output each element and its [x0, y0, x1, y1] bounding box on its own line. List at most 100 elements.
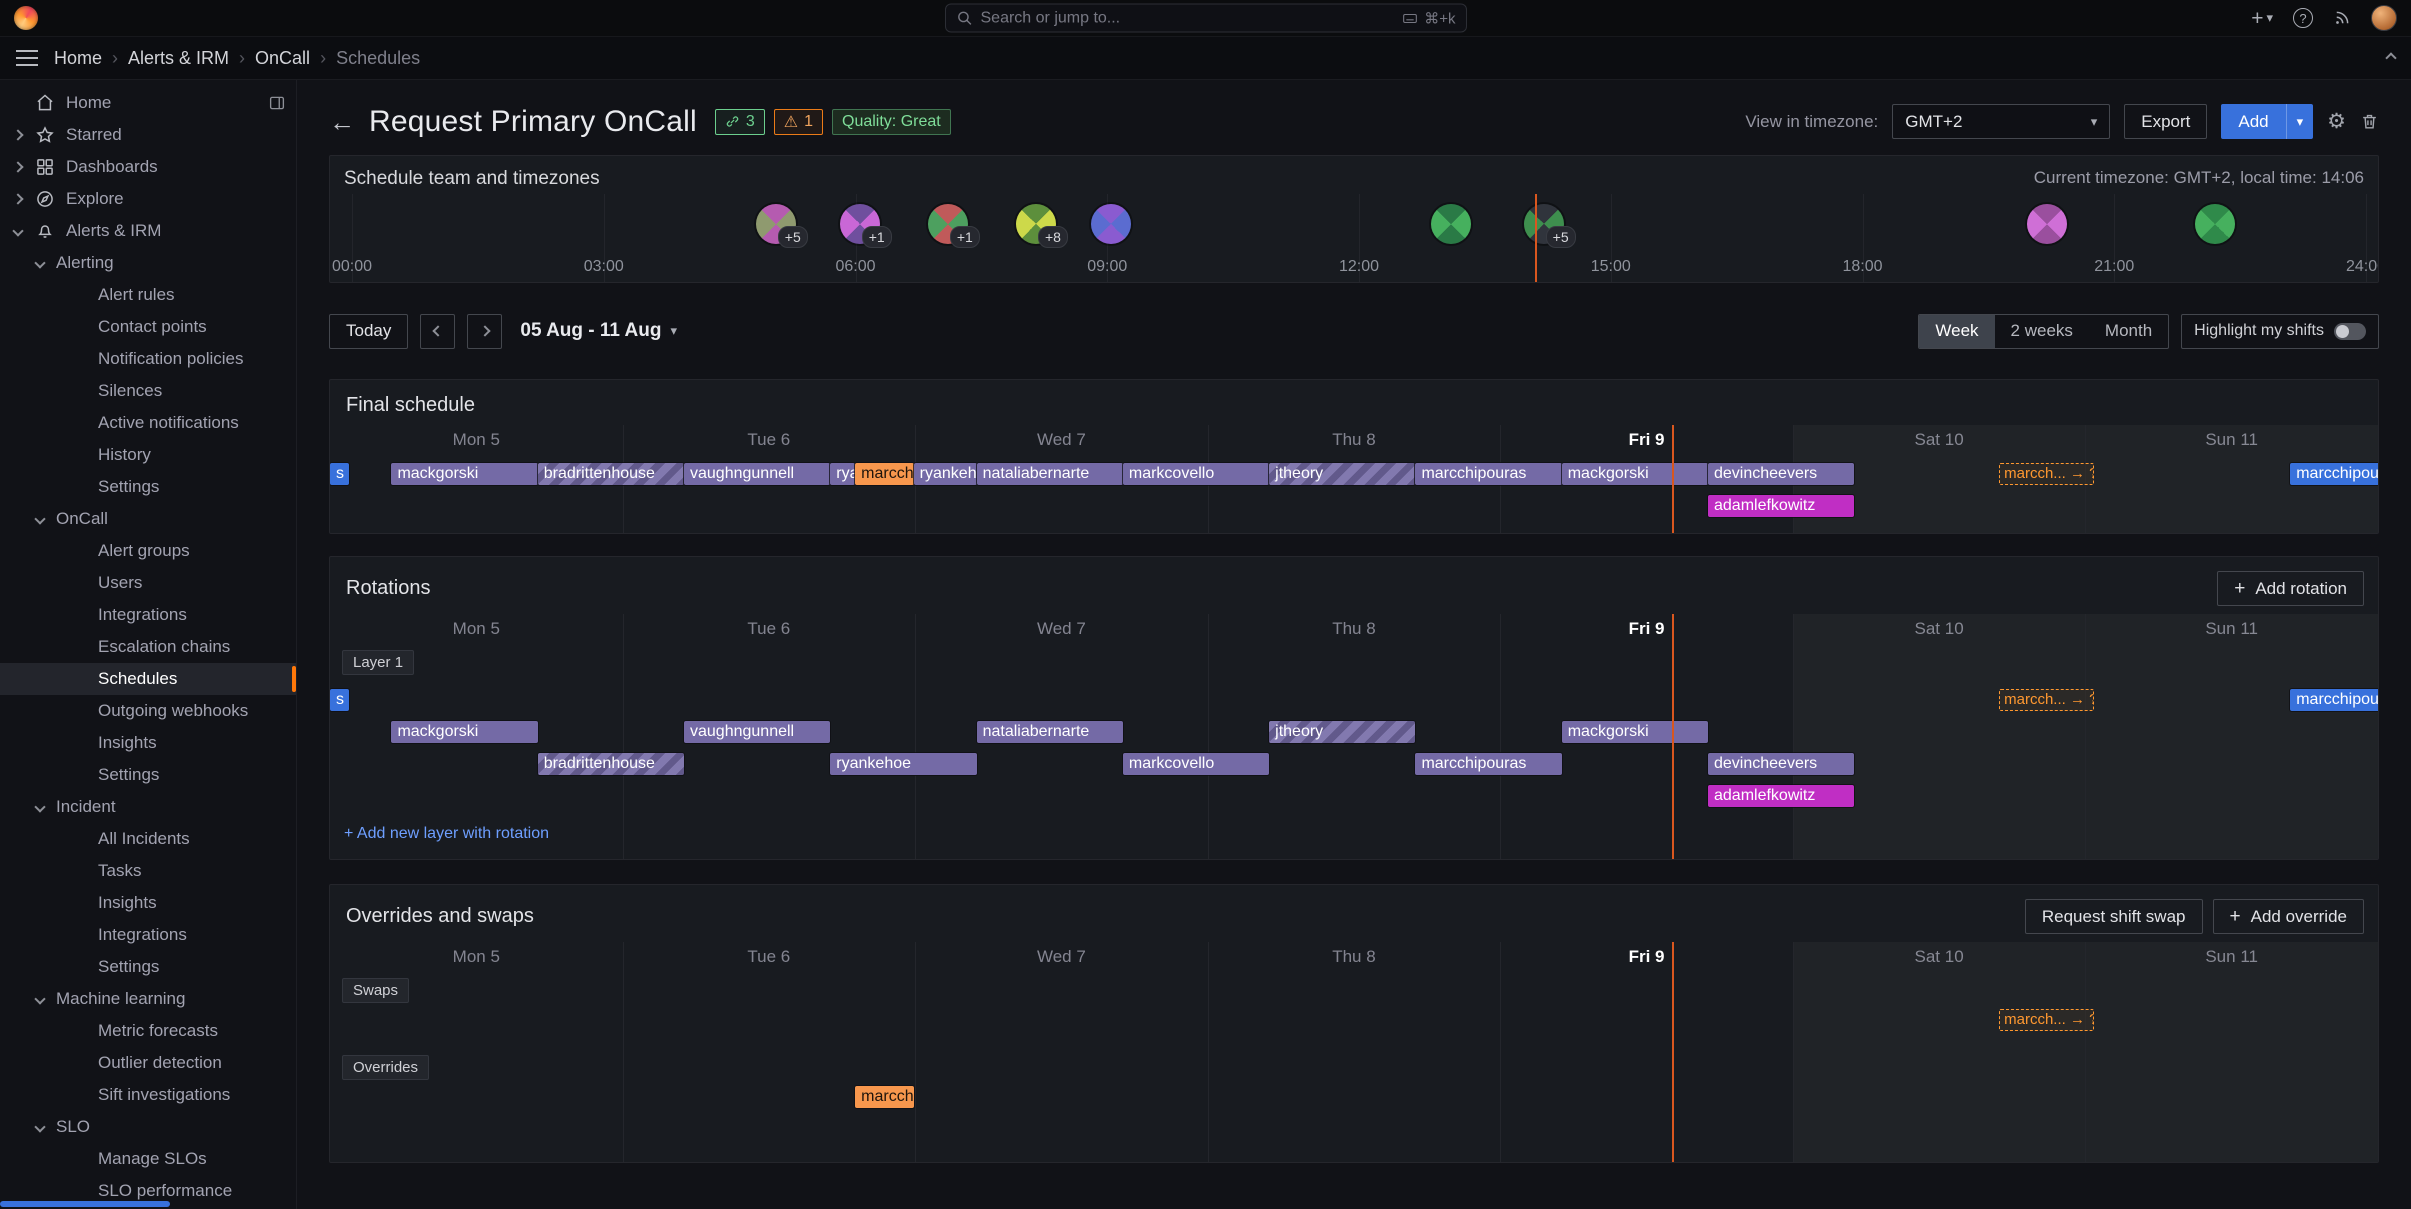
breadcrumb-item-oncall[interactable]: OnCall: [255, 47, 311, 68]
sidebar-item-home[interactable]: Home: [0, 87, 296, 119]
shift-bar-marcchipouras[interactable]: marcchipouras: [855, 463, 914, 485]
chevron-down-icon[interactable]: [34, 257, 46, 269]
sidebar-item-settings[interactable]: Settings: [0, 759, 296, 791]
shift-bar-markcovello[interactable]: markcovello: [1122, 753, 1270, 775]
sidebar-item-settings[interactable]: Settings: [0, 471, 296, 503]
sidebar-item-slo[interactable]: SLO: [0, 1111, 296, 1143]
sidebar-item-metric-forecasts[interactable]: Metric forecasts: [0, 1015, 296, 1047]
today-button[interactable]: Today: [329, 313, 409, 349]
breadcrumb-item-alerts-irm[interactable]: Alerts & IRM: [128, 47, 230, 68]
linked-escalations-badge[interactable]: 3: [714, 108, 765, 135]
sidebar-item-slo-performance[interactable]: SLO performance: [0, 1175, 296, 1207]
sidebar-item-machine-learning[interactable]: Machine learning: [0, 983, 296, 1015]
sidebar-item-starred[interactable]: Starred: [0, 119, 296, 151]
shift-swap-request[interactable]: marcch... → ?: [1999, 463, 2095, 485]
shift-bar-marcchipouras[interactable]: marcchipouras: [2290, 463, 2378, 485]
user-avatar[interactable]: +8: [1015, 204, 1068, 248]
add-rotation-button[interactable]: + Add rotation: [2217, 571, 2364, 606]
shift-bar-marcchipouras[interactable]: marcchipouras: [1415, 753, 1562, 775]
warnings-badge[interactable]: ⚠ 1: [773, 108, 823, 135]
sidebar-item-alert-rules[interactable]: Alert rules: [0, 279, 296, 311]
previous-week-button[interactable]: [420, 313, 456, 349]
sidebar-item-schedules[interactable]: Schedules: [0, 663, 296, 695]
sidebar-item-notification-policies[interactable]: Notification policies: [0, 343, 296, 375]
shift-bar-devincheevers[interactable]: devincheevers: [1708, 753, 1855, 775]
shift-swap-request[interactable]: marcch... → ?: [1999, 1009, 2095, 1031]
export-button[interactable]: Export: [2124, 104, 2208, 139]
view-option-month[interactable]: Month: [2104, 321, 2153, 340]
user-avatar[interactable]: +5: [1523, 204, 1576, 248]
sidebar-item-alert-groups[interactable]: Alert groups: [0, 535, 296, 567]
sidebar-item-tasks[interactable]: Tasks: [0, 855, 296, 887]
sidebar-item-integrations[interactable]: Integrations: [0, 919, 296, 951]
chevron-down-icon[interactable]: [34, 801, 46, 813]
shift-bar-mackgorski[interactable]: mackgorski: [391, 463, 538, 485]
sidebar-item-all-incidents[interactable]: All Incidents: [0, 823, 296, 855]
grafana-logo[interactable]: [14, 6, 38, 30]
sidebar-item-silences[interactable]: Silences: [0, 375, 296, 407]
profile-avatar[interactable]: [2371, 5, 2397, 31]
sidebar-item-contact-points[interactable]: Contact points: [0, 311, 296, 343]
chevron-down-icon[interactable]: [34, 513, 46, 525]
quality-badge[interactable]: Quality: Great: [832, 108, 951, 135]
breadcrumb-item-home[interactable]: Home: [54, 47, 103, 68]
shift-bar-jtheory[interactable]: jtheory: [1269, 721, 1416, 743]
shift-bar-marcchipouras[interactable]: marcchipouras: [855, 1086, 914, 1108]
shift-bar-ryankehoe[interactable]: ryankehoe: [830, 463, 856, 485]
menu-toggle-icon[interactable]: [16, 50, 38, 66]
shift-bar-ryankehoe[interactable]: ryankehoe: [913, 463, 977, 485]
dock-panel-icon[interactable]: [268, 94, 286, 112]
help-icon[interactable]: ?: [2293, 8, 2313, 28]
date-range-dropdown[interactable]: 05 Aug - 11 Aug ▾: [520, 320, 678, 341]
breadcrumb-item-schedules[interactable]: Schedules: [336, 47, 421, 68]
shift-bar-marcchipouras[interactable]: marcchipouras: [2290, 689, 2378, 711]
add-button[interactable]: Add ▾: [2221, 104, 2314, 139]
sidebar-item-manage-slos[interactable]: Manage SLOs: [0, 1143, 296, 1175]
sidebar-item-dashboards[interactable]: Dashboards: [0, 151, 296, 183]
sidebar-scrollbar[interactable]: [0, 1201, 170, 1207]
shift-bar-ryankehoe[interactable]: ryankehoe: [830, 753, 977, 775]
shift-bar-mackgorski[interactable]: mackgorski: [1561, 463, 1708, 485]
view-option-week[interactable]: Week: [1919, 314, 1995, 348]
timezone-select[interactable]: GMT+2 ▾: [1892, 104, 2111, 139]
shift-bar-markcovello[interactable]: markcovello: [1122, 463, 1270, 485]
user-avatar[interactable]: [1431, 204, 1472, 244]
shift-bar-s[interactable]: s: [330, 463, 350, 485]
shift-bar-bradrittenhouse[interactable]: bradrittenhouse: [537, 753, 684, 775]
shift-bar-vaughngunnell[interactable]: vaughngunnell: [684, 463, 831, 485]
shift-bar-adamlefkowitz[interactable]: adamlefkowitz: [1708, 785, 1855, 807]
user-avatar[interactable]: [1091, 204, 1132, 244]
sidebar-item-active-notifications[interactable]: Active notifications: [0, 407, 296, 439]
sidebar-item-alerting[interactable]: Alerting: [0, 247, 296, 279]
shift-bar-bradrittenhouse[interactable]: bradrittenhouse: [537, 463, 684, 485]
chevron-right-icon[interactable]: [12, 193, 24, 205]
shift-bar-nataliabernarte[interactable]: nataliabernarte: [976, 463, 1123, 485]
shift-bar-adamlefkowitz[interactable]: adamlefkowitz: [1708, 495, 1855, 517]
sidebar-item-incident[interactable]: Incident: [0, 791, 296, 823]
sidebar-item-outgoing-webhooks[interactable]: Outgoing webhooks: [0, 695, 296, 727]
sidebar-item-sift-investigations[interactable]: Sift investigations: [0, 1079, 296, 1111]
user-avatar[interactable]: [2194, 204, 2235, 244]
shift-bar-nataliabernarte[interactable]: nataliabernarte: [976, 721, 1123, 743]
new-button[interactable]: + ▾: [2251, 6, 2273, 30]
sidebar-item-explore[interactable]: Explore: [0, 183, 296, 215]
user-avatar[interactable]: +1: [839, 204, 892, 248]
back-button[interactable]: ←: [329, 106, 355, 137]
user-avatar[interactable]: +5: [755, 204, 808, 248]
add-layer-link[interactable]: + Add new layer with rotation: [344, 825, 550, 842]
news-icon[interactable]: [2333, 9, 2351, 27]
sidebar-item-users[interactable]: Users: [0, 567, 296, 599]
request-shift-swap-button[interactable]: Request shift swap: [2024, 899, 2203, 934]
shift-bar-s[interactable]: s: [330, 689, 350, 711]
sidebar-item-settings[interactable]: Settings: [0, 951, 296, 983]
shift-swap-request[interactable]: marcch... → ?: [1999, 689, 2095, 711]
sidebar-item-insights[interactable]: Insights: [0, 887, 296, 919]
shift-bar-mackgorski[interactable]: mackgorski: [391, 721, 538, 743]
shift-bar-marcchipouras[interactable]: marcchipouras: [1415, 463, 1562, 485]
chevron-down-icon[interactable]: [34, 1121, 46, 1133]
sidebar-item-outlier-detection[interactable]: Outlier detection: [0, 1047, 296, 1079]
sidebar-item-integrations[interactable]: Integrations: [0, 599, 296, 631]
view-option-2-weeks[interactable]: 2 weeks: [2010, 321, 2073, 340]
search-bar[interactable]: ⌘+k: [944, 3, 1467, 33]
delete-trash-icon[interactable]: [2360, 112, 2379, 131]
